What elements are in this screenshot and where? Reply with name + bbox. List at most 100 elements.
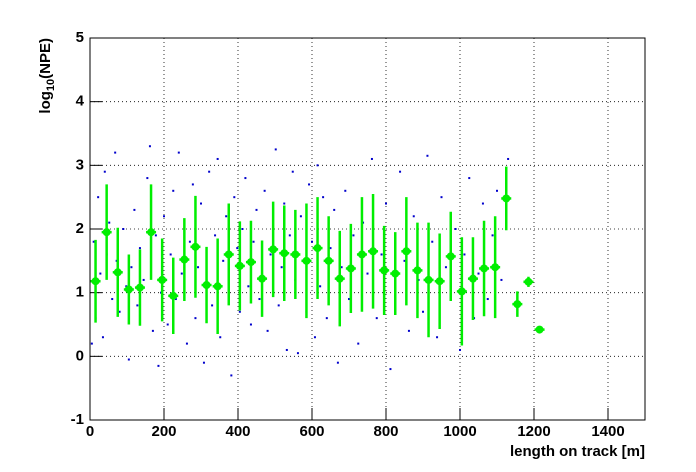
scatter-point [241,228,244,230]
x-tick-label: 1200 [517,423,550,440]
scatter-point [352,234,355,237]
scatter-point [166,323,169,326]
profile-point [224,250,233,259]
scatter-point [133,208,136,211]
scatter-point [163,215,165,218]
profile-point [124,285,133,294]
scatter-point [225,215,228,218]
scatter-point [316,164,319,167]
x-tick-label: 1000 [443,423,476,440]
y-axis-label: log10(NPE) [37,38,57,114]
profile-point [113,268,122,277]
profile-point [202,281,211,290]
profile-point [313,244,322,253]
scatter-point [291,170,294,173]
scatter-point [500,278,503,281]
scatter-point [496,189,498,192]
scatter-point [194,317,197,320]
scatter-point [185,342,188,345]
profile-point [213,282,222,291]
scatter-point [266,329,269,332]
scatter-point [344,189,347,192]
scatter-point [481,202,484,205]
scatter-point [370,157,373,160]
scatter-point [308,183,311,186]
profile-point [468,274,477,283]
scatter-point [333,208,336,211]
scatter-point [389,368,392,371]
profile-point [269,245,278,254]
scatter-point [202,361,205,364]
scatter-point [263,189,266,192]
scatter-point [114,151,117,154]
scatter-point [426,154,429,157]
x-tick-label: 1400 [591,423,624,440]
profile-point [435,277,444,286]
x-axis-label: length on track [m] [510,443,645,460]
scatter-point [127,358,130,361]
scatter-point [97,196,100,199]
scatter-point [233,196,236,199]
scatter-point [125,285,128,288]
y-tick-label: 3 [76,156,84,173]
scatter-point [255,208,258,211]
scatter-point [169,253,172,256]
scatter-point [177,151,180,154]
profile-point [335,274,344,283]
scatter-point [90,342,93,345]
scatter-point [180,272,183,275]
scatter-point [325,317,328,320]
scatter-point [491,234,494,237]
scatter-point [322,196,325,199]
profile-point [535,325,544,334]
profile-point [180,255,189,264]
scatter-point [188,240,191,243]
profile-point [524,277,533,286]
scatter-point [440,196,443,199]
scatter-point [108,221,111,224]
scatter-point [118,310,121,313]
y-tick-label: 5 [76,29,84,46]
profile-point [258,274,267,283]
scatter-point [103,170,106,173]
y-tick-label: 4 [76,93,85,110]
profile-point [446,252,455,261]
scatter-point [313,336,316,339]
scatter-point [111,298,114,301]
scatter-point [247,285,250,288]
scatter-point [280,266,283,269]
x-tick-label: 0 [86,423,94,440]
scatter-point [431,240,434,243]
profile-point [380,266,389,275]
scatter-point [329,247,332,250]
scatter-point [238,310,241,313]
scatter-point [146,177,149,180]
profile-point [369,247,378,256]
profile-point [147,228,156,237]
scatter-point [407,329,410,332]
y-tick-label: -1 [71,411,84,428]
scatter-point [422,310,424,313]
profile-point [91,277,100,286]
scatter-point [219,336,222,339]
scatter-point [375,317,378,320]
scatter-point [142,278,145,281]
profile-point [135,283,144,292]
scatter-point [172,189,175,192]
scatter-point [285,348,288,351]
scatter-point [244,177,247,180]
y-tick-label: 1 [76,284,84,301]
scatter-point [403,259,406,262]
scatter-point [99,272,102,275]
profile-point [357,250,366,259]
scatter-point [138,247,141,250]
profile-point [191,242,200,251]
scatter-point [136,304,139,307]
scatter-point [252,240,255,243]
profile-point [302,256,311,265]
scatter-point [507,157,510,160]
scatter-point [200,202,202,205]
scatter-point [216,157,219,160]
profile-point [513,300,522,309]
